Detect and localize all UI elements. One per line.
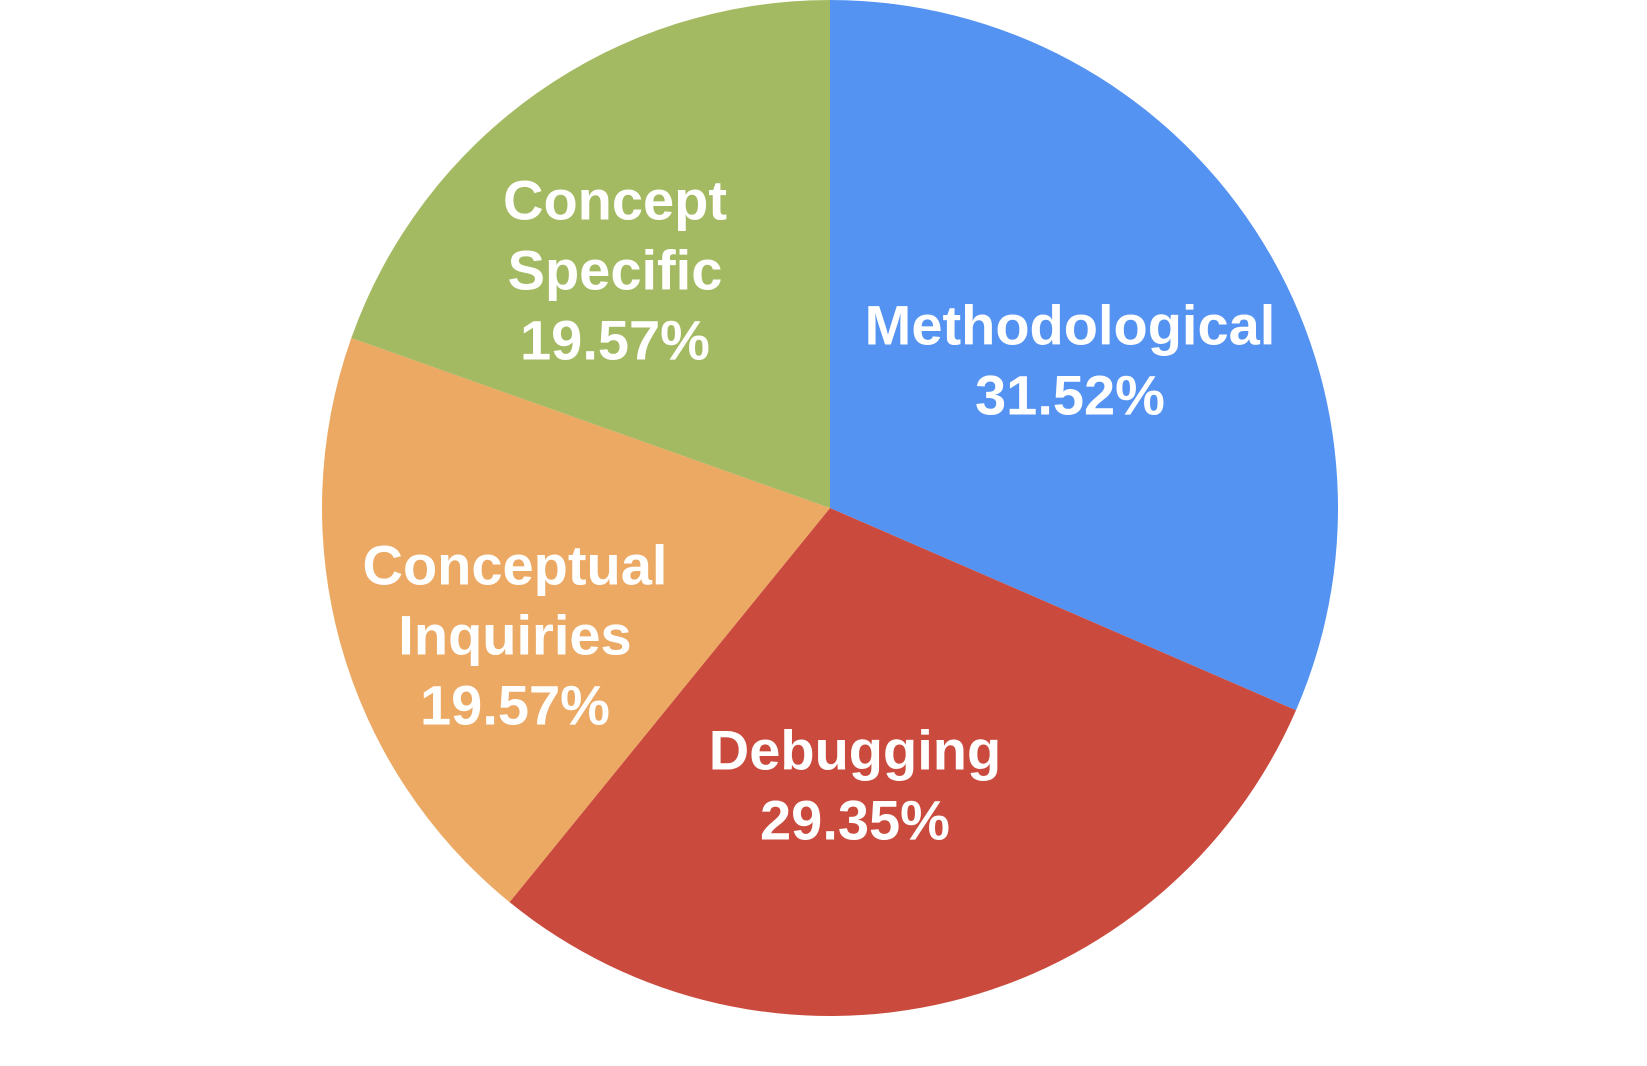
slice-label-1: Debugging 29.35% [709,719,1001,852]
slice-value-label: 19.57% [420,674,610,737]
slice-label-0: Methodological 31.52% [865,294,1276,427]
slice-category-label: Concept [503,169,727,232]
slice-category-label: Inquiries [398,604,631,667]
pie-slice-1 [509,508,1297,1017]
slice-category-label: Debugging [709,719,1001,782]
pie-slice-3 [351,0,830,508]
slice-label-2: Conceptual Inquiries 19.57% [363,534,668,737]
slice-value-label: 29.35% [760,789,950,852]
slice-category-label: Methodological [865,294,1276,357]
slice-category-label: Specific [508,239,723,302]
slice-value-label: 19.57% [520,309,710,372]
pie-labels: Methodological 31.52% Debugging 29.35% Conce… [363,169,1276,852]
slice-value-label: 31.52% [975,364,1165,427]
slice-category-label: Conceptual [363,534,668,597]
pie-slices [321,0,1338,1017]
pie-slice-2 [321,337,830,903]
slice-label-3: Concept Specific 19.57% [503,169,727,372]
pie-slice-0 [830,0,1338,711]
